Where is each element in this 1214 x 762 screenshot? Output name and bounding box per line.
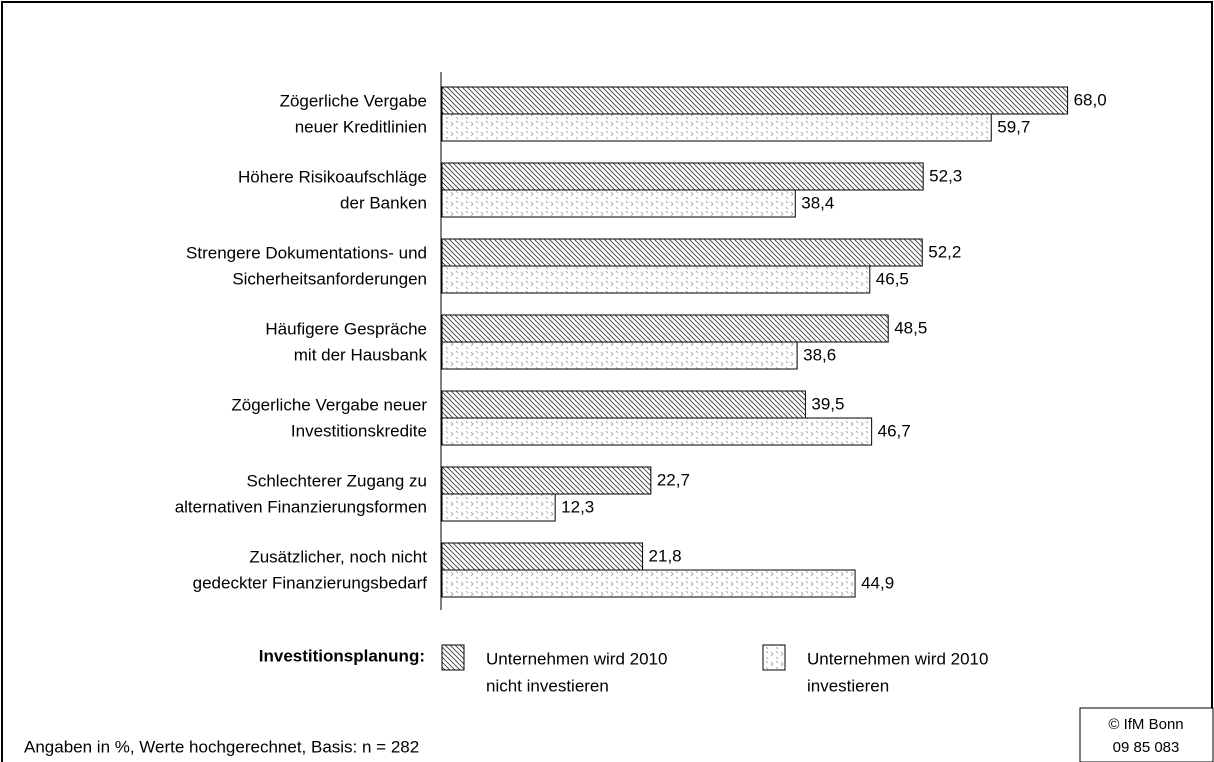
value-label: 46,5: [876, 269, 909, 288]
value-label: 52,2: [928, 242, 961, 261]
category-label: Strengere Dokumentations- und: [186, 243, 427, 262]
bar: [441, 341, 798, 370]
bar: [441, 390, 806, 419]
bar: [441, 466, 652, 495]
value-label: 22,7: [657, 470, 690, 489]
category-label: alternativen Finanzierungsformen: [175, 497, 427, 516]
note: Angaben in %, Werte hochgerechnet, Basis…: [24, 737, 419, 756]
bar: [441, 86, 1069, 115]
category-label: gedeckter Finanzierungsbedarf: [193, 573, 428, 592]
category-label: der Banken: [340, 193, 427, 212]
value-label: 44,9: [861, 573, 894, 592]
category-label: Höhere Risikoaufschläge: [238, 167, 427, 186]
bar: [441, 238, 923, 267]
legend-label: Unternehmen wird 2010: [486, 649, 667, 668]
category-label: Zögerliche Vergabe: [280, 91, 427, 110]
value-label: 52,3: [929, 166, 962, 185]
bar: [441, 162, 924, 191]
value-label: 68,0: [1074, 90, 1107, 109]
value-label: 46,7: [878, 421, 911, 440]
category-label: Häufigere Gespräche: [265, 319, 427, 338]
legend-label: nicht investieren: [486, 676, 609, 695]
bar: [441, 569, 856, 598]
category-label: neuer Kreditlinien: [295, 117, 427, 136]
source: © IfM Bonn: [1108, 716, 1183, 733]
legend-swatch: [441, 644, 465, 671]
category-label: mit der Hausbank: [294, 345, 428, 364]
bar: [441, 189, 796, 218]
bar: [441, 265, 871, 294]
category-label: Schlechterer Zugang zu: [247, 471, 428, 490]
legend-swatch: [762, 644, 786, 671]
bar: [441, 542, 644, 571]
value-label: 38,6: [803, 345, 836, 364]
category-label: Zögerliche Vergabe neuer: [231, 395, 427, 414]
bar: [441, 113, 992, 142]
legend-title: Investitionsplanung:: [259, 646, 425, 665]
category-label: Investitionskredite: [291, 421, 427, 440]
legend-label: Unternehmen wird 2010: [807, 649, 988, 668]
bar: [441, 417, 873, 446]
value-label: 39,5: [811, 394, 844, 413]
value-label: 48,5: [894, 318, 927, 337]
category-label: Zusätzlicher, noch nicht: [249, 547, 427, 566]
value-label: 12,3: [561, 497, 594, 516]
value-label: 21,8: [649, 546, 682, 565]
legend-label: investieren: [807, 676, 889, 695]
source-box: [1079, 707, 1214, 762]
category-label: Sicherheitsanforderungen: [232, 269, 427, 288]
source: 09 85 083: [1113, 739, 1180, 756]
bar: [441, 493, 556, 522]
value-label: 38,4: [801, 193, 834, 212]
value-label: 59,7: [997, 117, 1030, 136]
bar: [441, 314, 889, 343]
